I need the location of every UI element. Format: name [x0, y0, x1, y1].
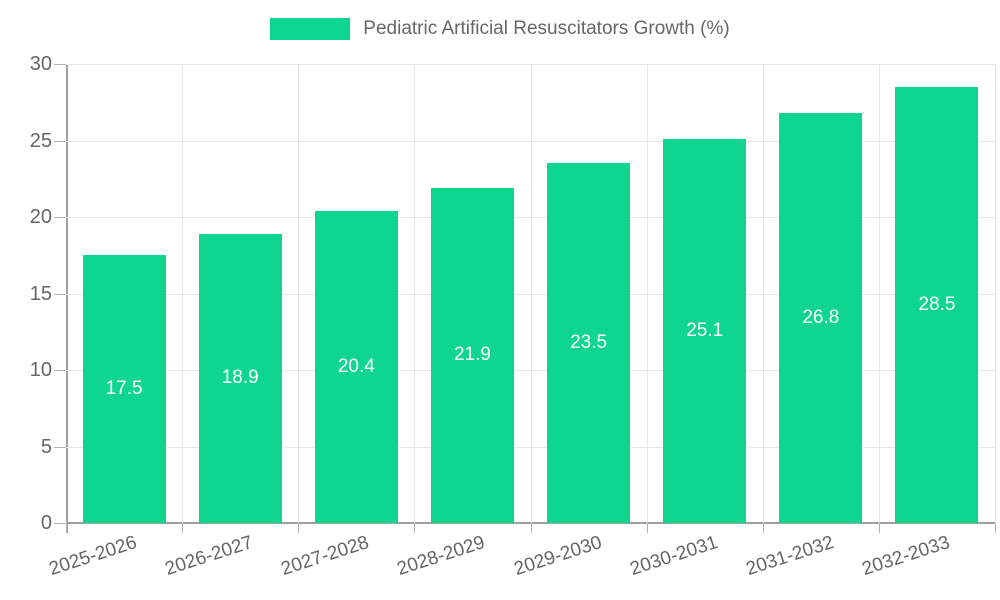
- bar-2030-2031[interactable]: 25.1: [663, 138, 747, 523]
- bar-2032-2033[interactable]: 28.5: [895, 86, 979, 523]
- bar-value-label: 20.4: [337, 355, 375, 377]
- x-tick-label-2031-2032: 2031-2032: [743, 532, 837, 581]
- x-tick-mark: [995, 523, 996, 533]
- bar-2029-2030[interactable]: 23.5: [547, 163, 631, 523]
- x-tick-label-2028-2029: 2028-2029: [395, 532, 488, 581]
- x-tick-label-2026-2027: 2026-2027: [162, 532, 256, 581]
- chart-legend[interactable]: Pediatric Artificial Resuscitators Growt…: [0, 18, 1000, 40]
- x-tick-mark: [762, 523, 764, 533]
- y-tick-mark: [54, 446, 66, 448]
- gridline-x-4: [530, 64, 532, 523]
- y-tick-label-25: 25: [29, 129, 52, 152]
- x-tick-mark: [414, 523, 416, 533]
- x-tick-mark: [646, 523, 648, 533]
- y-tick-mark: [54, 64, 66, 65]
- x-tick-mark: [298, 523, 300, 533]
- x-tick-mark: [530, 523, 532, 533]
- bar-value-label: 21.9: [453, 344, 491, 366]
- y-tick-label-5: 5: [40, 435, 52, 458]
- gridline-x-6: [762, 64, 764, 523]
- x-tick-label-2030-2031: 2030-2031: [627, 532, 721, 581]
- y-tick-mark: [54, 523, 66, 524]
- y-tick-label-30: 30: [29, 53, 52, 75]
- gridline-x-2: [298, 64, 300, 523]
- gridline-x-7: [878, 64, 880, 523]
- x-tick-mark: [878, 523, 880, 533]
- bar-2031-2032[interactable]: 26.8: [779, 112, 863, 523]
- bar-2025-2026[interactable]: 17.5: [82, 255, 166, 523]
- x-tick-mark: [182, 523, 184, 533]
- gridline-x-1: [182, 64, 184, 523]
- bar-2028-2029[interactable]: 21.9: [430, 187, 514, 523]
- bar-value-label: 18.9: [221, 367, 259, 389]
- bar-value-label: 23.5: [570, 332, 608, 354]
- legend-label: Pediatric Artificial Resuscitators Growt…: [363, 18, 730, 39]
- bar-value-label: 17.5: [105, 378, 143, 400]
- y-tick-mark: [54, 217, 66, 218]
- legend-swatch-icon: [270, 18, 351, 40]
- y-tick-mark: [54, 140, 66, 142]
- y-tick-label-10: 10: [29, 359, 52, 381]
- bar-2026-2027[interactable]: 18.9: [198, 233, 282, 523]
- bar-value-label: 25.1: [686, 319, 724, 341]
- bar-value-label: 28.5: [918, 293, 956, 315]
- y-tick-mark: [54, 293, 66, 295]
- y-axis-line: [66, 64, 68, 533]
- x-tick-label-2027-2028: 2027-2028: [278, 532, 372, 581]
- plot-area: 17.5 18.9 20.4 21.9 23.5 25.1 26.8 28.5: [66, 64, 996, 523]
- x-tick-mark: [66, 523, 67, 533]
- x-tick-label-2025-2026: 2025-2026: [46, 532, 140, 581]
- x-tick-label-2029-2030: 2029-2030: [511, 532, 605, 581]
- x-tick-label-2032-2033: 2032-2033: [859, 532, 953, 581]
- bar-2027-2028[interactable]: 20.4: [314, 210, 398, 523]
- y-tick-label-20: 20: [29, 206, 52, 228]
- gridline-x-8: [995, 64, 996, 523]
- y-tick-mark: [54, 370, 66, 371]
- gridline-x-5: [646, 64, 648, 523]
- y-tick-label-15: 15: [29, 282, 52, 305]
- bar-value-label: 26.8: [802, 306, 840, 328]
- gridline-x-3: [414, 64, 416, 523]
- y-tick-label-0: 0: [40, 512, 52, 534]
